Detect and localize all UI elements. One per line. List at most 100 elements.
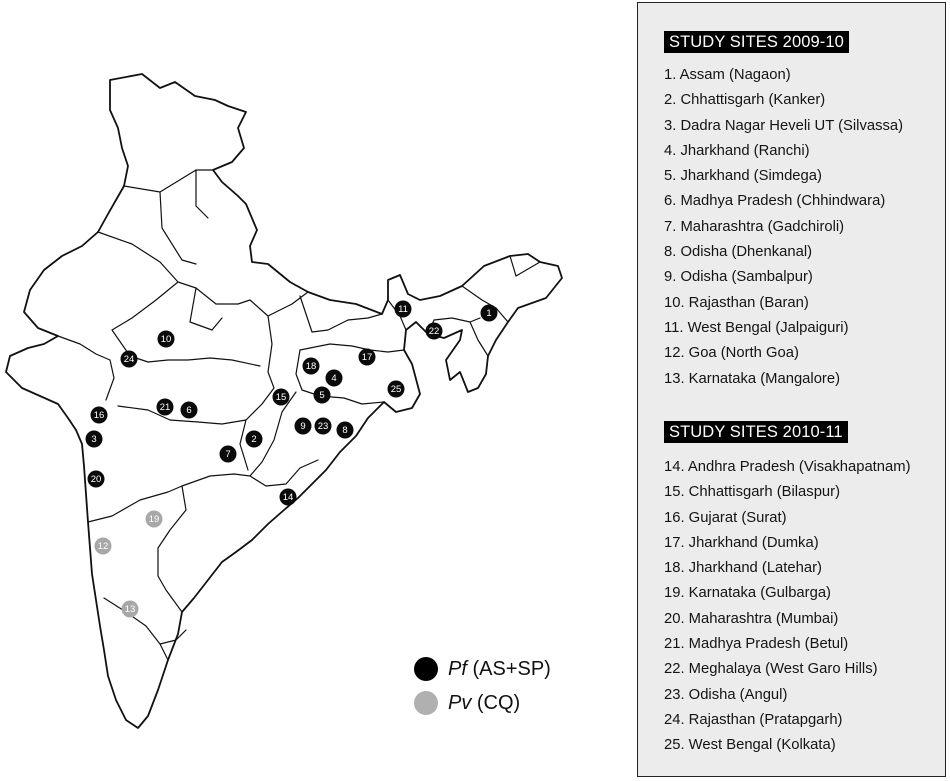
legend-label-pv: Pv (CQ) xyxy=(448,691,521,714)
site-marker-label: 25 xyxy=(391,384,402,395)
site-marker-23: 23 xyxy=(314,417,332,435)
site-marker-21: 21 xyxy=(156,398,174,416)
legend-black-dot-icon xyxy=(414,657,438,681)
site-markers: 1234567891011121314151617181920212223242… xyxy=(85,300,498,618)
site-marker-label: 16 xyxy=(94,410,105,421)
site-list-item: 11. West Bengal (Jalpaiguri) xyxy=(664,319,849,336)
site-marker-label: 12 xyxy=(98,541,109,552)
site-list-2009-10: 1. Assam (Nagaon) 2. Chhattisgarh (Kanker… xyxy=(664,63,903,392)
legend-item-pf: Pf (AS+SP) xyxy=(414,652,551,686)
site-marker-16: 16 xyxy=(90,406,108,424)
site-list-2010-11: 14. Andhra Pradesh (Visakhapatnam) 15. Ch… xyxy=(664,455,911,759)
site-marker-label: 23 xyxy=(318,421,329,432)
site-marker-black-dot xyxy=(90,406,108,424)
site-marker-25: 25 xyxy=(387,380,405,398)
site-marker-label: 13 xyxy=(125,604,136,615)
site-marker-17: 17 xyxy=(358,348,376,366)
site-marker-label: 4 xyxy=(331,373,336,384)
site-marker-13: 13 xyxy=(121,600,139,618)
site-list-item: 21. Madhya Pradesh (Betul) xyxy=(664,636,849,653)
legend-item-pv: Pv (CQ) xyxy=(414,686,551,720)
site-marker-label: 7 xyxy=(225,449,230,460)
site-marker-grey-dot xyxy=(94,537,112,555)
site-marker-label: 1 xyxy=(486,308,491,319)
site-list-item: 16. Gujarat (Surat) xyxy=(664,509,787,526)
site-marker-black-dot xyxy=(156,398,174,416)
site-marker-label: 3 xyxy=(91,434,96,445)
site-marker-label: 14 xyxy=(283,492,294,503)
site-list-item: 12. Goa (North Goa) xyxy=(664,345,799,362)
map-legend: Pf (AS+SP) Pv (CQ) xyxy=(414,652,551,720)
site-marker-black-dot xyxy=(219,445,237,463)
site-list-item: 9. Odisha (Sambalpur) xyxy=(664,269,813,286)
site-marker-black-dot xyxy=(157,330,175,348)
study-sites-panel: STUDY SITES 2009-10 1. Assam (Nagaon) 2. … xyxy=(637,2,946,777)
section-title-2009-10: STUDY SITES 2009-10 xyxy=(664,31,849,53)
site-marker-black-dot xyxy=(394,300,412,318)
site-marker-label: 20 xyxy=(91,474,102,485)
site-list-item: 25. West Bengal (Kolkata) xyxy=(664,737,836,754)
site-marker-18: 18 xyxy=(302,357,320,375)
legend-label-pf: Pf (AS+SP) xyxy=(448,657,551,680)
site-list-item: 4. Jharkhand (Ranchi) xyxy=(664,142,810,159)
site-marker-label: 21 xyxy=(160,402,171,413)
site-marker-label: 9 xyxy=(300,421,305,432)
site-marker-black-dot xyxy=(336,421,354,439)
site-list-item: 2. Chhattisgarh (Kanker) xyxy=(664,92,826,109)
legend-grey-dot-icon xyxy=(414,691,438,715)
site-marker-14: 14 xyxy=(279,488,297,506)
site-marker-black-dot xyxy=(180,401,198,419)
site-marker-grey-dot xyxy=(121,600,139,618)
site-marker-label: 24 xyxy=(124,354,135,365)
site-marker-black-dot xyxy=(314,417,332,435)
site-marker-black-dot xyxy=(480,304,498,322)
site-list-item: 13. Karnataka (Mangalore) xyxy=(664,370,841,387)
site-marker-label: 2 xyxy=(251,434,256,445)
site-list-item: 18. Jharkhand (Latehar) xyxy=(664,560,822,577)
site-marker-label: 18 xyxy=(306,361,317,372)
site-marker-black-dot xyxy=(279,488,297,506)
site-list-item: 10. Rajasthan (Baran) xyxy=(664,294,809,311)
site-marker-black-dot xyxy=(294,417,312,435)
site-marker-20: 20 xyxy=(87,470,105,488)
site-marker-label: 11 xyxy=(398,304,408,315)
state-borders xyxy=(57,169,541,661)
site-marker-label: 10 xyxy=(161,334,172,345)
site-marker-black-dot xyxy=(313,386,331,404)
site-list-item: 5. Jharkhand (Simdega) xyxy=(664,168,822,185)
site-marker-10: 10 xyxy=(157,330,175,348)
site-marker-label: 6 xyxy=(186,405,191,416)
site-marker-9: 9 xyxy=(294,417,312,435)
site-marker-label: 17 xyxy=(362,352,373,363)
site-marker-black-dot xyxy=(358,348,376,366)
site-marker-19: 19 xyxy=(145,510,163,528)
site-marker-6: 6 xyxy=(180,401,198,419)
site-marker-label: 5 xyxy=(319,390,324,401)
site-marker-label: 22 xyxy=(429,326,440,337)
site-marker-24: 24 xyxy=(120,350,138,368)
site-list-item: 1. Assam (Nagaon) xyxy=(664,67,791,83)
site-list-item: 19. Karnataka (Gulbarga) xyxy=(664,585,831,602)
site-marker-3: 3 xyxy=(85,430,103,448)
site-list-item: 8. Odisha (Dhenkanal) xyxy=(664,244,813,261)
site-marker-black-dot xyxy=(272,388,290,406)
site-marker-22: 22 xyxy=(425,322,443,340)
site-marker-black-dot xyxy=(387,380,405,398)
site-marker-black-dot xyxy=(302,357,320,375)
site-list-item: 24. Rajasthan (Pratapgarh) xyxy=(664,711,843,728)
site-marker-black-dot xyxy=(425,322,443,340)
site-list-item: 22. Meghalaya (West Garo Hills) xyxy=(664,661,878,678)
site-marker-black-dot xyxy=(85,430,103,448)
site-marker-4: 4 xyxy=(325,369,343,387)
site-list-item: 17. Jharkhand (Dumka) xyxy=(664,534,819,551)
site-list-item: 23. Odisha (Angul) xyxy=(664,686,788,703)
site-list-item: 3. Dadra Nagar Heveli UT (Silvassa) xyxy=(664,117,904,134)
site-marker-11: 11 xyxy=(394,300,412,318)
site-marker-black-dot xyxy=(87,470,105,488)
site-marker-7: 7 xyxy=(219,445,237,463)
site-list-item: 7. Maharashtra (Gadchiroli) xyxy=(664,218,845,235)
india-map: 1234567891011121314151617181920212223242… xyxy=(5,73,563,729)
site-marker-label: 19 xyxy=(149,514,160,525)
site-marker-5: 5 xyxy=(313,386,331,404)
site-list-item: 15. Chhattisgarh (Bilaspur) xyxy=(664,484,841,501)
